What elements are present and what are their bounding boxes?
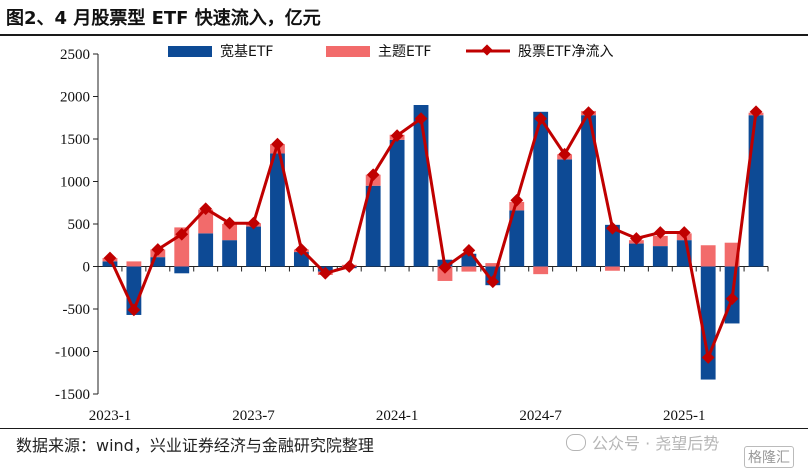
x-tick-label: 2024-7	[519, 408, 562, 424]
legend-marker-net-inflow	[481, 44, 493, 56]
bar-theme	[700, 245, 716, 267]
net-inflow-point	[199, 202, 213, 216]
bar-broad-base	[198, 233, 214, 267]
bar-theme	[461, 266, 477, 272]
bar-broad-base	[605, 224, 620, 267]
bar-broad-base	[413, 105, 429, 267]
bar-broad-base	[246, 226, 261, 267]
net-inflow-point	[295, 243, 308, 256]
y-tick-label: 2500	[60, 47, 90, 63]
net-inflow-point	[103, 251, 117, 265]
y-tick-label: -1500	[55, 387, 90, 403]
y-tick-label: -500	[63, 302, 91, 318]
bar-broad-base	[628, 243, 644, 267]
chart: 宽基ETF 主题ETF 股票ETF净流入 -1500 -1000 -500 0 500 1…	[55, 43, 769, 424]
net-inflow-point	[223, 216, 236, 230]
bar-broad-base	[557, 159, 573, 267]
net-inflow-point	[318, 266, 332, 280]
legend: 宽基ETF 主题ETF 股票ETF净流入	[168, 43, 613, 60]
y-tick-label: 1500	[60, 132, 90, 148]
y-tick-label: -1000	[55, 345, 90, 361]
bar-broad-base	[222, 240, 238, 267]
axes	[93, 53, 769, 395]
y-tick-label: 500	[68, 217, 91, 233]
bar-theme	[437, 266, 453, 281]
y-tick-label: 2000	[60, 90, 90, 106]
bar-broad-base	[509, 210, 525, 267]
legend-label-net-inflow: 股票ETF净流入	[518, 44, 613, 60]
tick-labels: -1500 -1000 -500 0 500 1000 1500 2000 2500 2023-1…	[55, 47, 706, 424]
bar-theme	[485, 263, 501, 267]
x-tick-label: 2023-1	[89, 408, 132, 424]
bar-broad-base	[150, 257, 166, 267]
net-inflow-point	[366, 168, 380, 182]
bar-broad-base	[174, 266, 190, 274]
legend-swatch-theme	[326, 46, 370, 57]
net-inflow-point	[438, 260, 452, 274]
watermark: 公众号 · 尧望后势	[566, 430, 719, 454]
net-inflow-point	[486, 275, 500, 289]
net-inflow-point	[462, 243, 476, 257]
bar-broad-base	[748, 115, 764, 267]
bar-theme	[222, 224, 238, 241]
bar-theme	[652, 235, 668, 247]
watermark-badge: 格隆汇	[744, 446, 794, 468]
bar-theme	[198, 209, 214, 234]
x-tick-label: 2023-7	[232, 408, 275, 424]
bar-broad-base	[365, 185, 381, 267]
net-inflow-point	[271, 137, 284, 151]
bar-theme	[126, 261, 142, 267]
bar-broad-base	[581, 115, 596, 267]
bar-theme	[533, 266, 549, 275]
y-tick-label: 1000	[60, 175, 90, 191]
net-inflow-point	[127, 303, 141, 317]
title-rule	[0, 34, 808, 36]
net-inflow-point	[414, 112, 428, 125]
bars	[102, 105, 764, 380]
bar-broad-base	[533, 111, 549, 267]
x-tick-label: 2025-1	[663, 408, 706, 424]
watermark-text: 公众号 · 尧望后势	[592, 434, 720, 453]
bar-theme	[605, 266, 620, 271]
legend-label-broad-base: 宽基ETF	[220, 43, 273, 60]
wechat-icon	[566, 433, 586, 451]
chart-title: 图2、4 月股票型 ETF 快速流入，亿元	[6, 8, 321, 29]
legend-label-theme: 主题ETF	[378, 44, 431, 60]
bar-broad-base	[270, 153, 285, 267]
net-inflow-point	[390, 129, 404, 142]
net-inflow-point	[175, 227, 189, 241]
bar-broad-base	[652, 246, 668, 267]
net-inflow-point	[151, 243, 165, 256]
legend-swatch-broad-base	[168, 46, 212, 57]
footer-rule	[0, 428, 808, 429]
net-inflow-polyline	[108, 111, 758, 359]
source-note: 数据来源：wind，兴业证券经济与金融研究院整理	[16, 436, 374, 455]
net-inflow-point	[342, 260, 356, 273]
bar-broad-base	[293, 252, 309, 267]
bar-broad-base	[389, 139, 405, 267]
y-tick-label: 0	[83, 260, 91, 276]
x-tick-label: 2024-1	[376, 408, 419, 424]
